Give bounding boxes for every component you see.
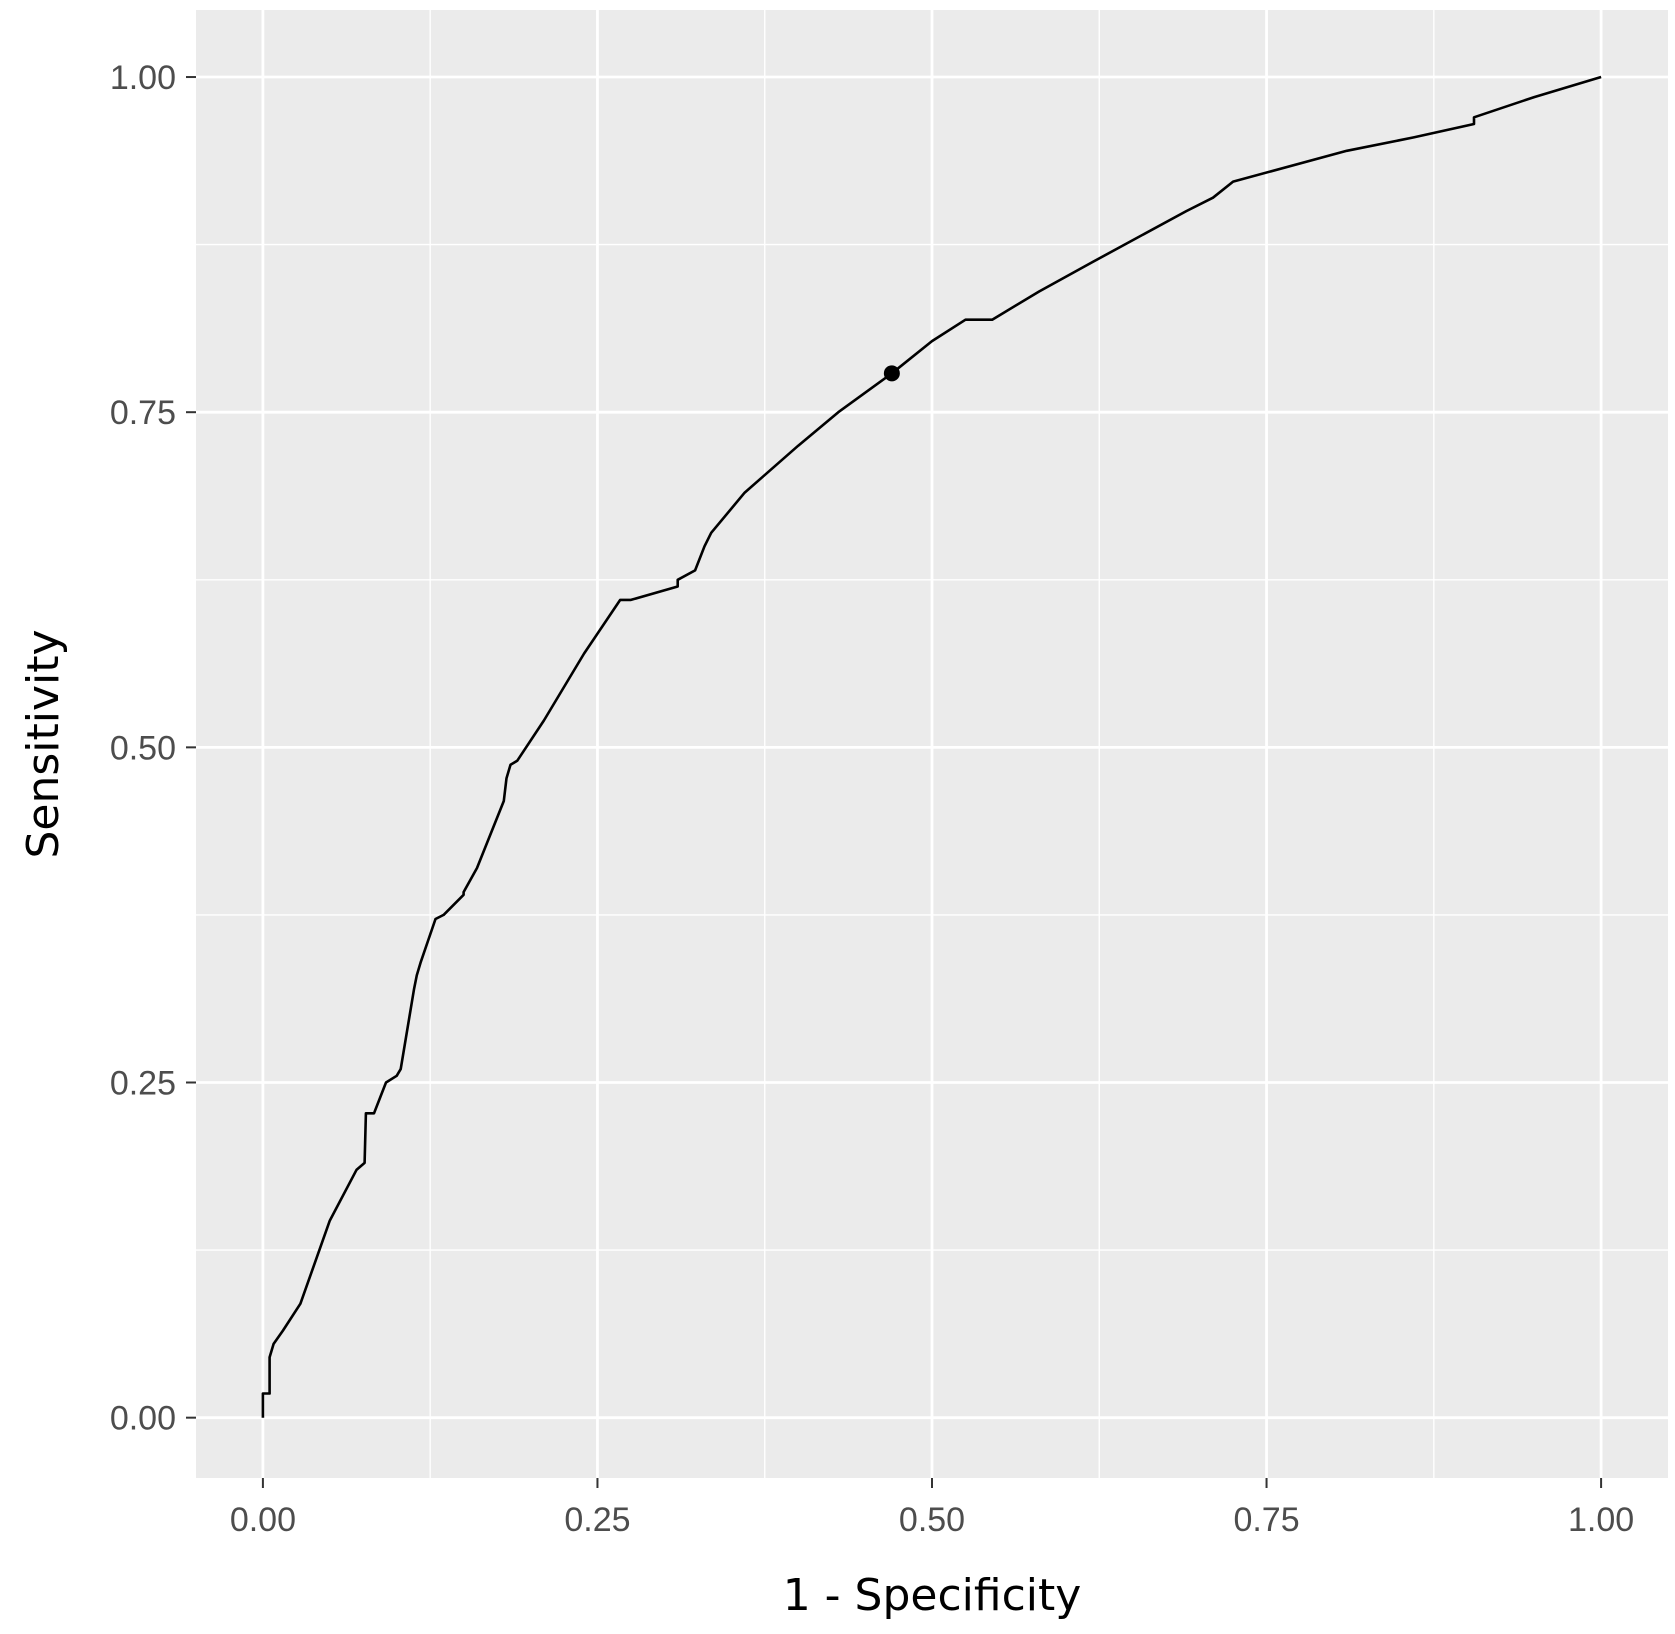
y-tick-label: 0.25 <box>110 1065 176 1103</box>
y-tick-label: 0.50 <box>110 729 176 767</box>
optimal-cutoff-point <box>883 365 900 382</box>
x-tick-label: 0.00 <box>230 1501 296 1539</box>
y-tick-label: 1.00 <box>110 59 176 97</box>
x-tick-label: 1.00 <box>1568 1501 1634 1539</box>
roc-curve-line <box>261 75 1602 1418</box>
x-tick-label: 0.50 <box>899 1501 965 1539</box>
y-axis-title: Sensitivity <box>18 629 69 858</box>
y-axis-ticks: 0.00 0.25 0.50 0.75 1.00 <box>110 59 196 1438</box>
x-axis-title: 1 - Specificity <box>783 1570 1082 1621</box>
major-gridlines <box>196 10 1668 1478</box>
y-tick-label: 0.00 <box>110 1400 176 1438</box>
x-tick-label: 0.25 <box>564 1501 630 1539</box>
markers-group <box>883 365 900 382</box>
x-tick-label: 0.75 <box>1233 1501 1299 1539</box>
x-axis-ticks: 0.00 0.25 0.50 0.75 1.00 <box>230 1478 1634 1539</box>
y-tick-label: 0.75 <box>110 394 176 432</box>
